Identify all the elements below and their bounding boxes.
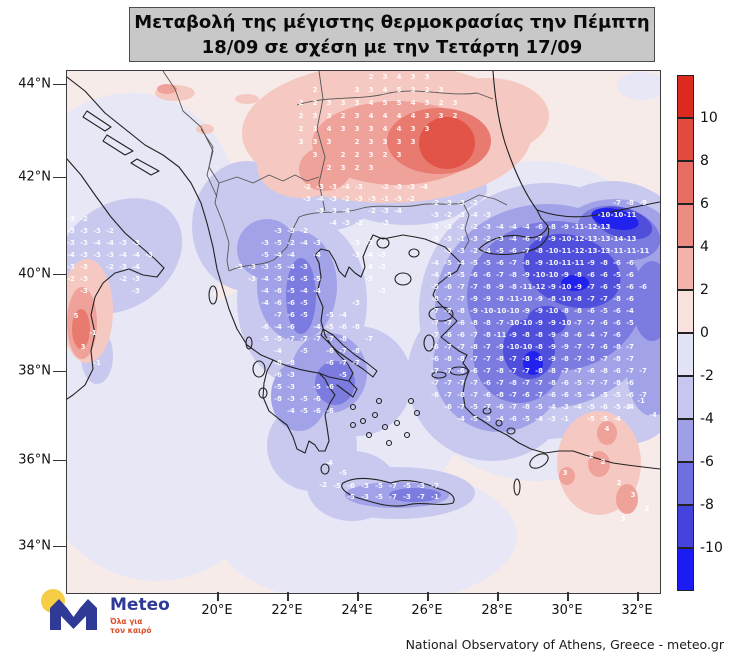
colorbar-segment [677,75,694,118]
lon-tick [567,592,569,601]
coastlines [67,71,660,507]
title-line-1: Μεταβολή της μέγιστης θερμοκρασίας την Π… [134,11,650,33]
lat-tick [53,83,66,85]
lon-tick-label: 32°E [621,603,653,618]
country-borders [162,71,508,272]
colorbar-tick-label: 8 [700,153,709,169]
lat-tick [53,273,66,275]
colorbar-tick-label: -4 [700,411,714,427]
colorbar-segment [677,204,694,247]
colorbar-tick-label: -8 [700,497,714,513]
colorbar-segment [677,548,694,591]
lat-tick-label: 44°N [18,76,51,92]
positive-anomaly-shading [67,71,641,515]
colorbar-tick-label: 6 [700,196,709,212]
logo-m-icon [50,599,97,630]
lat-tick-label: 38°N [18,363,51,379]
lon-tick-label: 30°E [551,603,583,618]
lat-tick [53,370,66,372]
colorbar-tick-label: 2 [700,282,709,298]
logo-brand-text: Meteo [110,595,170,615]
lon-tick [217,592,219,601]
lat-tick [53,459,66,461]
colorbar-segment [677,161,694,204]
lat-tick-label: 36°N [18,452,51,468]
colorbar-segment [677,462,694,505]
lon-tick-label: 28°E [481,603,513,618]
lon-tick [637,592,639,601]
lat-tick [53,545,66,547]
colorbar-segment [677,290,694,333]
lat-tick-label: 42°N [18,169,51,185]
lon-tick-label: 22°E [271,603,303,618]
title-banner: Μεταβολή της μέγιστης θερμοκρασίας την Π… [129,7,655,62]
colorbar-segment [677,505,694,548]
colorbar-tick-label: 0 [700,325,709,341]
colorbar-segment [677,333,694,376]
colorbar-segment [677,118,694,161]
colorbar-segment [677,376,694,419]
attribution-text: National Observatory of Athens, Greece -… [405,637,724,652]
logo-tagline: Όλα για τον καιρό [110,617,152,635]
lon-tick-label: 20°E [201,603,233,618]
lat-tick-label: 40°N [18,266,51,282]
lon-tick-label: 24°E [341,603,373,618]
lon-tick-label: 26°E [411,603,443,618]
lat-tick-label: 34°N [18,538,51,554]
lon-tick [427,592,429,601]
colorbar-segment [677,419,694,462]
lat-tick [53,176,66,178]
colorbar-tick-label: -2 [700,368,714,384]
lon-tick [497,592,499,601]
colorbar-segment [677,247,694,290]
colorbar [677,75,694,591]
colorbar-tick-label: -10 [700,540,723,556]
colorbar-tick-label: 10 [700,110,718,126]
colorbar-tick-label: -6 [700,454,714,470]
colorbar-tick-label: 4 [700,239,709,255]
meteo-logo: Meteo Όλα για τον καιρό [38,588,208,642]
temperature-anomaly-map [67,71,660,593]
lon-tick [357,592,359,601]
lon-tick [287,592,289,601]
title-line-2: 18/09 σε σχέση με την Τετάρτη 17/09 [201,36,583,58]
